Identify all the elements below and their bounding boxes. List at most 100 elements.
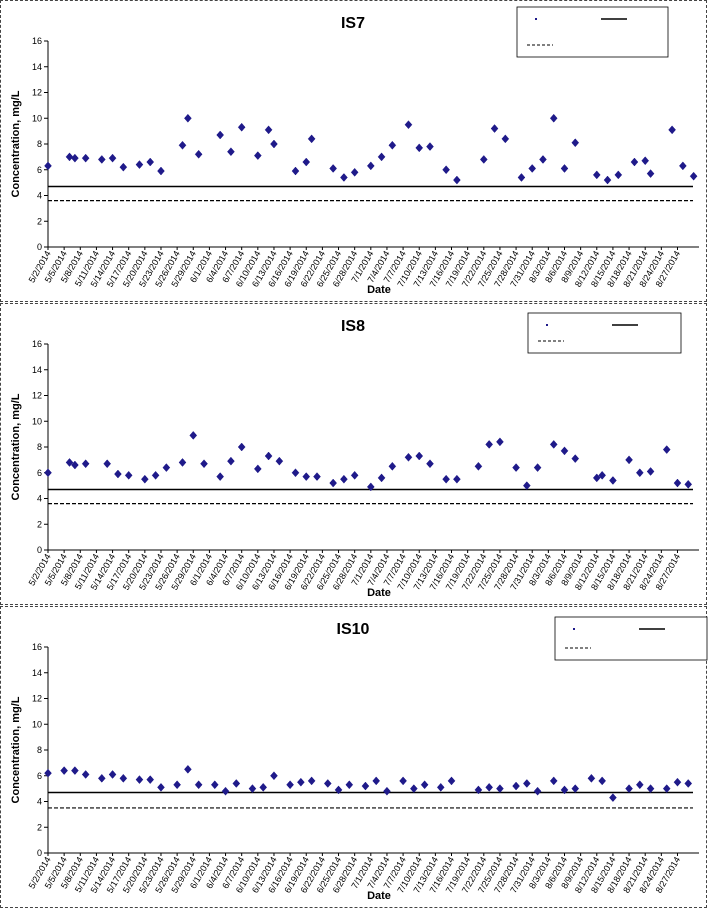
data-point xyxy=(270,139,278,149)
data-point xyxy=(216,130,224,140)
data-point xyxy=(291,166,300,176)
data-point xyxy=(673,478,682,488)
data-point xyxy=(178,140,187,150)
data-point xyxy=(560,446,569,456)
data-point xyxy=(512,463,520,472)
data-point xyxy=(426,142,434,151)
data-point xyxy=(97,155,106,164)
data-point xyxy=(60,766,68,775)
data-point xyxy=(44,161,52,171)
data-point xyxy=(135,160,144,169)
data-point xyxy=(668,125,676,135)
data-point xyxy=(232,779,241,788)
data-point xyxy=(689,171,698,181)
chart-svg-is8: IS802468101214165/2/20145/5/20145/8/2014… xyxy=(10,312,699,599)
data-point xyxy=(146,157,155,167)
y-tick-label: 4 xyxy=(37,494,42,504)
data-point xyxy=(44,768,52,778)
data-point xyxy=(97,773,106,783)
data-point xyxy=(641,156,650,166)
data-point xyxy=(533,786,542,796)
legend-marker xyxy=(573,628,575,630)
data-point xyxy=(302,157,311,167)
data-point xyxy=(297,777,305,787)
data-point xyxy=(135,775,144,784)
data-point xyxy=(184,764,192,774)
data-point xyxy=(517,173,526,182)
data-point xyxy=(592,473,601,483)
data-point xyxy=(635,468,644,478)
data-point xyxy=(81,153,90,163)
y-tick-label: 4 xyxy=(37,797,42,807)
chart-svg-is10: IS1002468101214165/2/20145/5/20145/8/201… xyxy=(10,616,708,902)
data-point xyxy=(178,458,187,467)
data-point xyxy=(157,166,165,176)
data-point xyxy=(442,165,450,175)
data-point xyxy=(383,786,391,796)
y-axis-label: Concentration, mg/L xyxy=(10,696,22,803)
data-point xyxy=(523,481,531,491)
data-point xyxy=(221,786,230,796)
y-tick-label: 14 xyxy=(32,668,42,678)
data-point xyxy=(399,776,407,786)
data-point xyxy=(114,469,122,479)
data-point xyxy=(227,456,235,466)
data-point xyxy=(426,459,434,469)
data-point xyxy=(291,468,300,478)
legend-box xyxy=(554,616,708,661)
data-point xyxy=(65,152,74,162)
data-point xyxy=(646,784,655,794)
chart-title: IS10 xyxy=(337,621,370,638)
data-point xyxy=(496,437,504,447)
chart-title: IS8 xyxy=(341,318,365,335)
data-point xyxy=(549,776,558,786)
data-point xyxy=(539,155,547,164)
data-point xyxy=(533,463,542,472)
data-point xyxy=(549,440,558,449)
legend-box xyxy=(516,6,669,58)
data-point xyxy=(388,140,397,150)
data-point xyxy=(603,175,612,185)
data-point xyxy=(71,766,79,775)
data-point xyxy=(141,474,149,484)
data-point xyxy=(442,474,450,484)
data-point xyxy=(496,784,504,794)
data-point xyxy=(119,162,128,172)
data-point xyxy=(361,781,370,791)
data-point xyxy=(81,459,90,469)
data-point xyxy=(684,479,693,489)
data-point xyxy=(366,161,375,171)
data-point xyxy=(286,780,294,790)
data-point xyxy=(479,155,488,164)
y-tick-label: 2 xyxy=(37,216,42,226)
data-point xyxy=(350,470,359,480)
data-point xyxy=(415,451,424,461)
chart-svg-is7: IS702468101214165/2/20145/5/20145/8/2014… xyxy=(10,6,699,296)
data-point xyxy=(307,134,316,144)
data-point xyxy=(237,122,246,132)
data-point xyxy=(614,170,623,180)
data-point xyxy=(453,175,461,185)
y-tick-label: 14 xyxy=(32,62,42,72)
data-point xyxy=(571,784,580,794)
data-point xyxy=(81,770,90,779)
y-tick-label: 0 xyxy=(37,545,42,555)
y-tick-label: 6 xyxy=(37,468,42,478)
data-point xyxy=(625,455,633,465)
data-point xyxy=(560,785,569,795)
data-point xyxy=(630,157,639,167)
data-point xyxy=(662,445,671,454)
x-axis-label: Date xyxy=(367,890,391,902)
data-point xyxy=(571,138,580,148)
data-point xyxy=(329,478,337,488)
y-tick-label: 16 xyxy=(32,339,42,349)
data-point xyxy=(625,784,633,794)
data-point xyxy=(253,151,262,160)
y-tick-label: 16 xyxy=(32,36,42,46)
y-tick-label: 8 xyxy=(37,139,42,149)
data-point xyxy=(329,164,337,173)
data-point xyxy=(302,472,311,481)
y-tick-label: 8 xyxy=(37,442,42,452)
data-point xyxy=(474,461,483,471)
data-point xyxy=(377,473,386,483)
